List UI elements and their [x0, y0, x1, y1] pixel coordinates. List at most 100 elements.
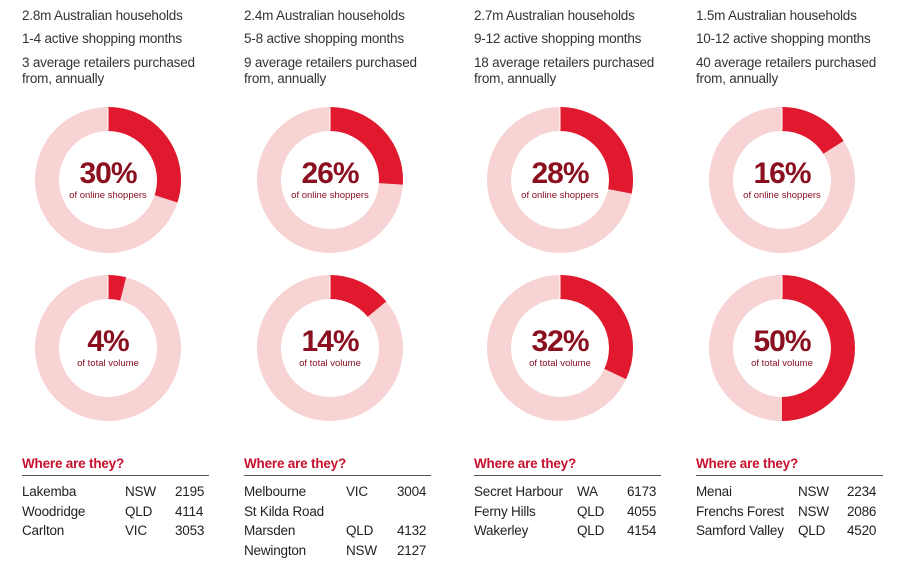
donut-value-slice: [107, 107, 181, 203]
suburb-name: Melbourne: [244, 484, 306, 499]
postcode: 2127: [397, 542, 427, 558]
donut-center-label: 28% of online shoppers: [510, 130, 610, 230]
online-shoppers-donut: 30% of online shoppers: [35, 107, 181, 253]
suburb-name: Menai: [696, 484, 732, 499]
percent-label: 26%: [301, 157, 359, 190]
location-row: Menai NSW 2234: [696, 482, 896, 501]
percent-label: 30%: [79, 157, 137, 190]
percent-caption: of total volume: [751, 358, 813, 369]
percent-label: 14%: [301, 325, 359, 358]
percent-caption: of online shoppers: [521, 190, 599, 201]
location-row: Melbourne VIC 3004: [244, 482, 444, 501]
postcode: 4520: [847, 523, 877, 538]
state-code: NSW: [125, 484, 156, 499]
suburb-name: Marsden: [244, 523, 296, 538]
donut-chart: [257, 275, 403, 421]
total-volume-donut: 14% of total volume: [257, 275, 403, 421]
suburb-name: Samford Valley: [696, 523, 784, 538]
suburb-name: Frenchs Forest: [696, 503, 784, 519]
where-are-they-heading: Where are they?: [474, 456, 577, 471]
segment-column: 2.8m Australian households 1-4 active sho…: [22, 0, 237, 569]
donut-chart: [487, 107, 633, 253]
percent-label: 50%: [753, 325, 811, 358]
suburb-name: Secret Harbour: [474, 484, 563, 499]
heading-divider: [696, 475, 883, 476]
suburb-name: Lakemba: [22, 484, 77, 499]
donut-value-slice: [781, 107, 844, 155]
postcode: 2195: [175, 484, 205, 499]
donut-value-slice: [559, 107, 633, 194]
location-row: Lakemba NSW 2195: [22, 482, 222, 501]
households-line: 2.7m Australian households: [474, 8, 635, 23]
households-line: 2.8m Australian households: [22, 8, 183, 23]
percent-caption: of online shoppers: [291, 190, 369, 201]
donut-value-slice: [559, 275, 633, 380]
postcode: 4154: [627, 523, 657, 538]
postcode: 4132: [397, 523, 427, 538]
location-row: Ferny Hills QLD 4055: [474, 502, 674, 521]
suburb-name: Newington: [244, 542, 306, 558]
suburb-name: Ferny Hills: [474, 503, 536, 519]
where-are-they-heading: Where are they?: [244, 456, 347, 471]
active-months-line: 1-4 active shopping months: [22, 31, 182, 46]
donut-chart: [709, 107, 855, 253]
households-line: 2.4m Australian households: [244, 8, 405, 23]
heading-divider: [474, 475, 661, 476]
total-volume-donut: 32% of total volume: [487, 275, 633, 421]
percent-caption: of total volume: [77, 358, 139, 369]
online-shoppers-donut: 16% of online shoppers: [709, 107, 855, 253]
total-volume-donut: 50% of total volume: [709, 275, 855, 421]
postcode: 2234: [847, 484, 877, 499]
donut-chart: [257, 107, 403, 253]
retailers-line: 18 average retailers purchased from, ann…: [474, 55, 655, 86]
postcode: 6173: [627, 484, 657, 499]
location-row: Wakerley QLD 4154: [474, 521, 674, 540]
donut-center-label: 30% of online shoppers: [58, 130, 158, 230]
percent-label: 28%: [531, 157, 589, 190]
state-code: NSW: [346, 542, 377, 558]
state-code: NSW: [798, 484, 829, 499]
donut-center-label: 32% of total volume: [510, 298, 610, 398]
location-row: Carlton VIC 3053: [22, 521, 222, 540]
percent-label: 16%: [753, 157, 811, 190]
donut-chart: [35, 275, 181, 421]
percent-label: 32%: [531, 325, 589, 358]
suburb-name: Carlton: [22, 523, 65, 538]
segment-column: 2.7m Australian households 9-12 active sh…: [474, 0, 689, 569]
donut-center-label: 14% of total volume: [280, 298, 380, 398]
heading-divider: [22, 475, 209, 476]
postcode: 3004: [397, 484, 427, 499]
online-shoppers-donut: 28% of online shoppers: [487, 107, 633, 253]
suburb-name: Woodridge: [22, 503, 86, 519]
online-shoppers-donut: 26% of online shoppers: [257, 107, 403, 253]
state-code: NSW: [798, 503, 829, 519]
location-row: Frenchs Forest NSW 2086: [696, 502, 896, 521]
percent-label: 4%: [87, 325, 129, 358]
donut-chart: [709, 275, 855, 421]
suburb-name: Wakerley: [474, 523, 529, 538]
retailers-line: 9 average retailers purchased from, annu…: [244, 55, 417, 86]
postcode: 3053: [175, 523, 205, 538]
postcode: 4114: [175, 503, 204, 519]
percent-caption: of total volume: [529, 358, 591, 369]
percent-caption: of online shoppers: [69, 190, 147, 201]
postcode: 4055: [627, 503, 657, 519]
segment-column: 2.4m Australian households 5-8 active sho…: [244, 0, 459, 569]
retailers-line: 40 average retailers purchased from, ann…: [696, 55, 877, 86]
donut-value-slice: [781, 275, 855, 421]
segment-column: 1.5m Australian households 10-12 active s…: [696, 0, 908, 569]
donut-center-label: 50% of total volume: [732, 298, 832, 398]
total-volume-donut: 4% of total volume: [35, 275, 181, 421]
donut-center-label: 4% of total volume: [58, 298, 158, 398]
suburb-name: St Kilda Road: [244, 503, 324, 519]
donut-value-slice: [107, 275, 127, 301]
percent-caption: of online shoppers: [743, 190, 821, 201]
postcode: 2086: [847, 503, 877, 519]
donut-value-slice: [329, 107, 403, 185]
location-row: St Kilda Road: [244, 502, 444, 521]
donut-value-slice: [329, 275, 387, 318]
state-code: QLD: [798, 523, 826, 538]
location-row: Woodridge QLD 4114: [22, 502, 222, 521]
location-row: Newington NSW 2127: [244, 541, 444, 560]
households-line: 1.5m Australian households: [696, 8, 857, 23]
